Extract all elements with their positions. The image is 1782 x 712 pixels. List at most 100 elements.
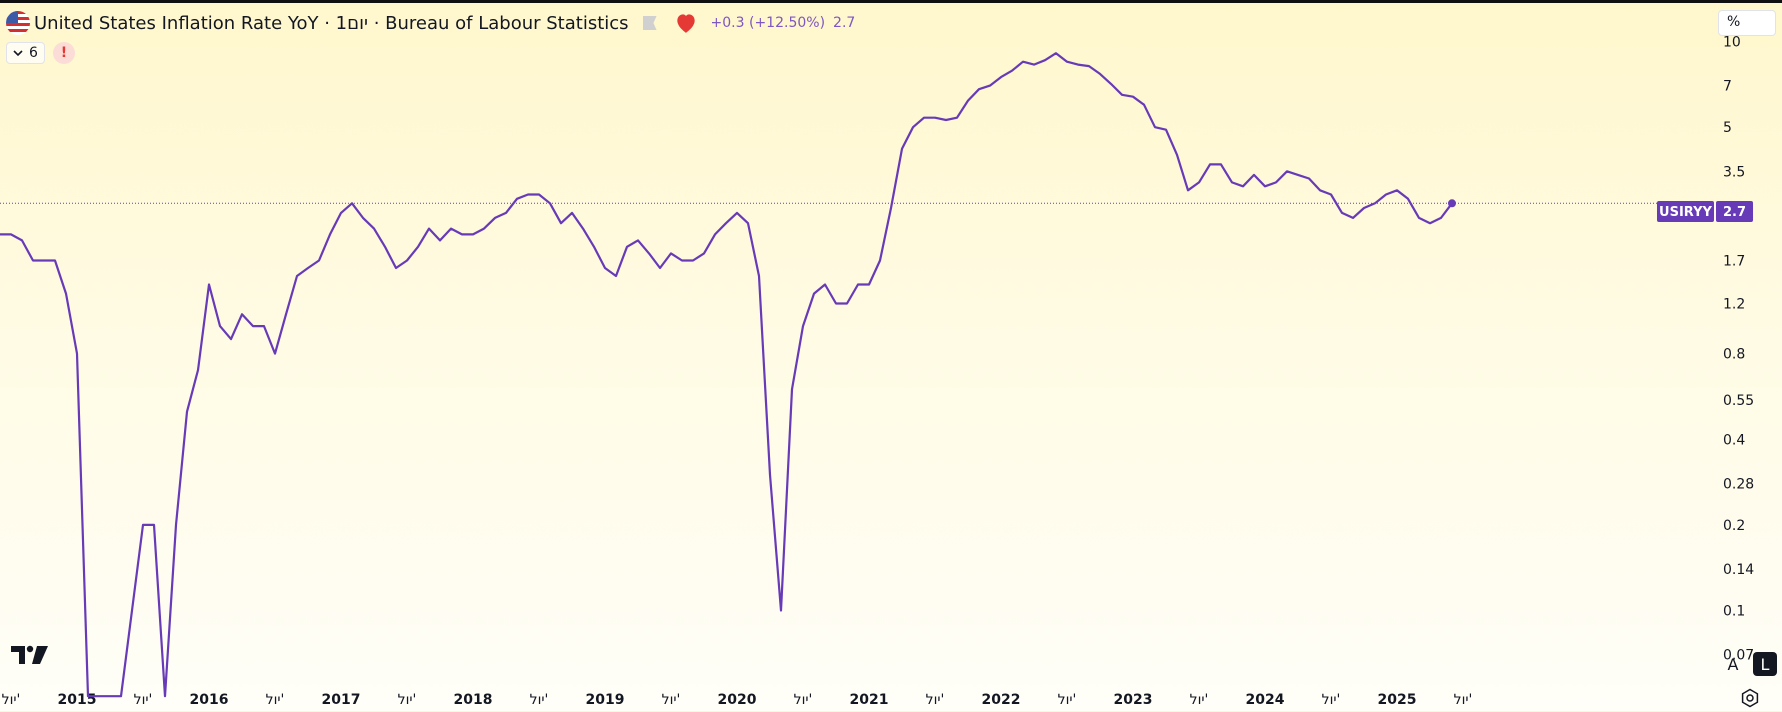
data-point bbox=[933, 116, 937, 120]
data-point bbox=[119, 694, 123, 698]
data-point bbox=[460, 232, 464, 236]
data-point bbox=[20, 238, 24, 242]
data-point bbox=[1021, 60, 1025, 64]
x-tick-year: 2024 bbox=[1246, 692, 1285, 708]
data-point bbox=[317, 259, 321, 263]
time-axis[interactable]: יול' 2015 יול' 2016 יול' 2017 יול' 2018 יול' 2019… bbox=[2, 692, 1473, 708]
data-point bbox=[559, 221, 563, 225]
data-point bbox=[361, 216, 365, 220]
data-point bbox=[196, 368, 200, 372]
y-tick-label: 5 bbox=[1723, 120, 1732, 136]
data-point bbox=[1439, 216, 1443, 220]
window-top-border bbox=[0, 0, 1782, 3]
x-tick-year: 2015 bbox=[58, 692, 97, 708]
series-line-usiryy[interactable] bbox=[0, 52, 1453, 698]
data-point bbox=[273, 352, 277, 356]
data-point bbox=[966, 99, 970, 103]
log-scale-button[interactable]: L bbox=[1753, 652, 1777, 676]
data-point bbox=[900, 147, 904, 151]
y-tick-label: 0.8 bbox=[1723, 347, 1745, 363]
data-point bbox=[911, 125, 915, 129]
unit-selector[interactable]: % bbox=[1718, 10, 1776, 36]
data-point bbox=[1109, 82, 1113, 86]
tradingview-logo-icon[interactable] bbox=[10, 643, 50, 671]
y-tick-label: 0.2 bbox=[1723, 518, 1745, 534]
data-point bbox=[163, 694, 167, 698]
data-point bbox=[97, 694, 101, 698]
data-point bbox=[944, 118, 948, 122]
data-point bbox=[746, 221, 750, 225]
data-point bbox=[383, 245, 387, 249]
indicators-toggle-button[interactable]: 6 bbox=[6, 42, 45, 64]
chevron-down-icon bbox=[13, 50, 23, 57]
data-point bbox=[867, 283, 871, 287]
data-point bbox=[471, 232, 475, 236]
x-tick-month: יול' bbox=[1454, 692, 1473, 708]
data-point bbox=[1197, 180, 1201, 184]
data-point bbox=[1428, 221, 1432, 225]
flag-marker-icon[interactable] bbox=[642, 16, 657, 30]
data-point bbox=[658, 266, 662, 270]
data-point bbox=[1087, 64, 1091, 68]
data-point bbox=[240, 312, 244, 316]
symbol-title[interactable]: United States Inflation Rate YoY · 1יום … bbox=[34, 12, 629, 34]
data-point bbox=[350, 201, 354, 205]
data-point bbox=[438, 238, 442, 242]
settings-icon[interactable] bbox=[1740, 688, 1760, 712]
data-point bbox=[834, 302, 838, 306]
data-point bbox=[152, 523, 156, 527]
data-point bbox=[526, 193, 530, 197]
data-point bbox=[1043, 58, 1047, 62]
data-point bbox=[504, 211, 508, 215]
indicators-count: 6 bbox=[29, 45, 38, 61]
last-value: 2.7 bbox=[833, 15, 856, 31]
x-tick-month: יול' bbox=[662, 692, 681, 708]
auto-scale-button[interactable]: A bbox=[1727, 654, 1739, 674]
heart-icon[interactable] bbox=[673, 10, 699, 36]
data-point bbox=[724, 221, 728, 225]
data-point bbox=[1131, 95, 1135, 99]
x-tick-month: יול' bbox=[794, 692, 813, 708]
data-point bbox=[1142, 103, 1146, 107]
price-label: USIRYY 2.7 bbox=[1657, 201, 1753, 222]
y-tick-label: 1.2 bbox=[1723, 297, 1745, 313]
data-point bbox=[592, 245, 596, 249]
x-tick-year: 2021 bbox=[850, 692, 889, 708]
data-point bbox=[427, 227, 431, 231]
x-tick-year: 2022 bbox=[982, 692, 1021, 708]
data-point bbox=[603, 266, 607, 270]
data-point bbox=[229, 337, 233, 341]
data-point bbox=[1373, 201, 1377, 205]
price-axis[interactable]: 10753.52.51.71.20.80.550.40.280.20.140.1… bbox=[1723, 35, 1754, 664]
y-tick-label: 0.1 bbox=[1723, 604, 1745, 620]
x-tick-year: 2018 bbox=[454, 692, 493, 708]
data-point bbox=[1175, 153, 1179, 157]
data-point bbox=[1054, 51, 1058, 55]
data-point bbox=[86, 694, 90, 698]
data-point bbox=[295, 274, 299, 278]
x-tick-month: יול' bbox=[1058, 692, 1077, 708]
data-point bbox=[9, 232, 13, 236]
data-point bbox=[1285, 169, 1289, 173]
warning-icon[interactable]: ! bbox=[52, 42, 75, 64]
x-tick-year: 2017 bbox=[322, 692, 361, 708]
data-point bbox=[680, 259, 684, 263]
y-tick-label: 0.4 bbox=[1723, 432, 1745, 448]
x-tick-month: יול' bbox=[398, 692, 417, 708]
data-point bbox=[53, 259, 57, 263]
price-label-symbol-bg bbox=[1657, 201, 1714, 222]
data-point bbox=[669, 251, 673, 255]
data-point bbox=[779, 609, 783, 613]
x-tick-month: יול' bbox=[926, 692, 945, 708]
data-point bbox=[108, 694, 112, 698]
y-tick-label: 0.14 bbox=[1723, 562, 1754, 578]
data-point bbox=[647, 251, 651, 255]
data-point bbox=[1274, 180, 1278, 184]
legend: United States Inflation Rate YoY · 1יום … bbox=[6, 10, 855, 36]
data-point bbox=[1230, 180, 1234, 184]
x-tick-year: 2023 bbox=[1114, 692, 1153, 708]
data-point bbox=[548, 201, 552, 205]
data-point bbox=[922, 116, 926, 120]
y-tick-label: 7 bbox=[1723, 79, 1732, 95]
